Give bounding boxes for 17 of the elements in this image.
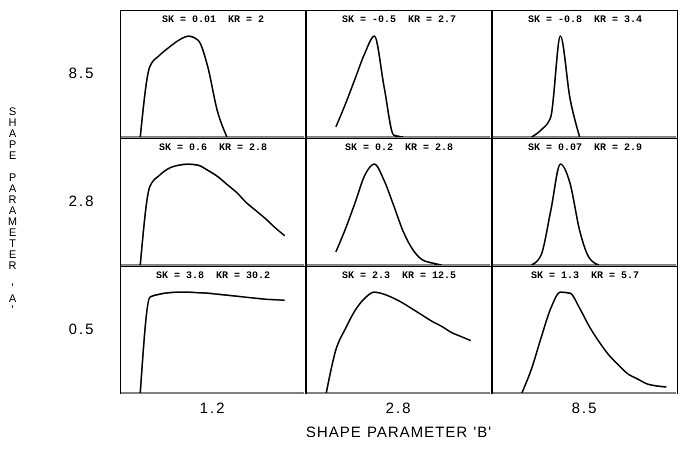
chart-title: SK = -0.5 KR = 2.7 [340, 15, 458, 26]
chart-title: SK = 3.8 KR = 30.2 [154, 271, 272, 282]
text: SHAPE PARAMETER 'A' [6, 106, 18, 314]
x-axis-title: 8.5 [570, 400, 600, 417]
chart-title: SK = 0.6 KR = 2.8 [158, 143, 268, 154]
chart-title: SK = 0.01 KR = 2 [160, 15, 266, 26]
y-axis-title: 2.8 [68, 193, 96, 210]
y-axis-title: 8.5 [68, 65, 96, 82]
x-axis-title: 2.8 [384, 400, 414, 417]
text: SHAPE PARAMETER 'B' [304, 424, 494, 441]
chart-title: SK = 2.3 KR = 12.5 [340, 271, 458, 282]
x-axis-title: 1.2 [198, 400, 228, 417]
chart-title: SK = 0.07 KR = 2.9 [526, 143, 644, 154]
chart-title: SK = 0.2 KR = 2.8 [344, 143, 454, 154]
chart-title: SK = 1.3 KR = 5.7 [530, 271, 640, 282]
y-axis-title: 0.5 [68, 321, 96, 338]
chart-title: SK = -0.8 KR = 3.4 [526, 15, 644, 26]
